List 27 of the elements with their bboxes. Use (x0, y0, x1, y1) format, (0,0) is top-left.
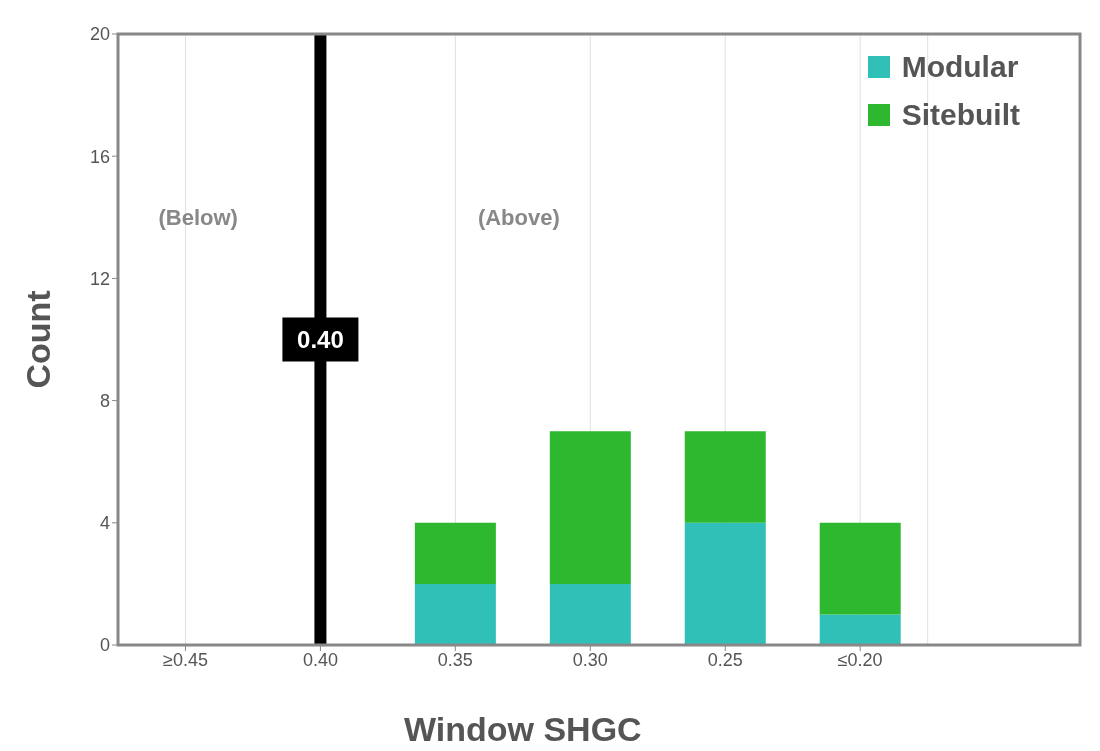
x-tick-label: 0.40 (302, 649, 338, 670)
bar (549, 583, 631, 645)
x-tick-label: 0.30 (572, 649, 608, 670)
x-tick-label: ≤0.20 (837, 649, 883, 670)
annotation: (Above) (477, 205, 560, 230)
bar (414, 522, 496, 584)
ref-line-label: 0.40 (297, 325, 344, 353)
legend-label: Sitebuilt (900, 98, 1020, 132)
y-tick-label: 4 (99, 513, 110, 534)
bar (684, 431, 766, 523)
x-tick-label: ≥0.45 (163, 649, 208, 670)
y-tick-label: 8 (99, 390, 110, 411)
legend-label: Modular (900, 50, 1020, 84)
bar (819, 522, 901, 615)
annotation: (Below) (158, 205, 238, 230)
y-axis-title: Count (19, 290, 58, 389)
bar (819, 614, 901, 645)
x-tick-label: 0.35 (437, 649, 473, 670)
y-tick-label: 0 (99, 635, 110, 656)
y-tick-label: 16 (89, 146, 110, 167)
y-tick-label: 20 (89, 24, 110, 45)
y-tick-label: 12 (89, 268, 110, 289)
bar (414, 583, 496, 645)
bar (684, 522, 766, 645)
bar (549, 431, 631, 584)
x-axis-title: Window SHGC (403, 710, 642, 748)
x-tick-label: 0.25 (707, 649, 743, 670)
